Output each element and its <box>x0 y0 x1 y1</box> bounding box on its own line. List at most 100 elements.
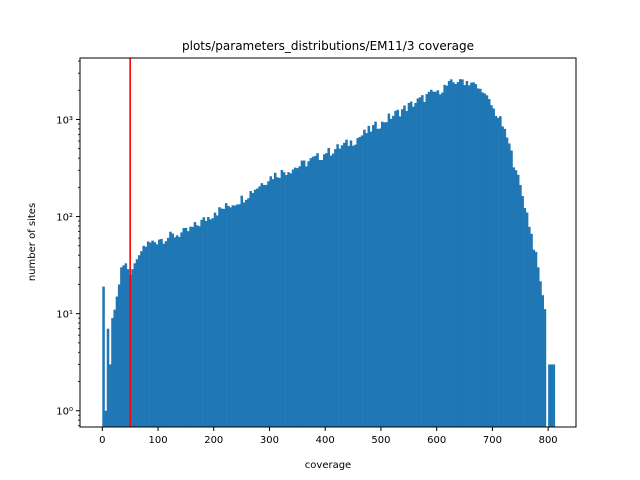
histogram-bars <box>102 79 556 428</box>
histogram-bar <box>358 137 362 428</box>
histogram-bar <box>336 144 339 428</box>
histogram-bar <box>153 242 157 427</box>
histogram-bar <box>461 79 464 427</box>
histogram-bar <box>427 91 431 427</box>
histogram-bar <box>200 219 203 427</box>
histogram-bar <box>296 168 299 428</box>
x-axis-label: coverage <box>305 460 351 471</box>
histogram-bar <box>298 166 301 428</box>
histogram-bar <box>316 153 319 428</box>
histogram-bar <box>539 281 542 427</box>
histogram-bar <box>514 170 518 427</box>
x-tick-label: 300 <box>260 435 279 446</box>
histogram-bar <box>434 91 437 428</box>
histogram-bar <box>171 233 174 427</box>
histogram-bar <box>133 263 137 427</box>
histogram-bar <box>367 125 371 427</box>
histogram-bar <box>403 105 406 427</box>
histogram-bar <box>528 226 531 427</box>
histogram-bar <box>184 227 188 427</box>
histogram-bar <box>436 90 440 428</box>
histogram-bar <box>278 177 281 427</box>
histogram-bar <box>222 208 226 427</box>
histogram-bar <box>160 238 163 427</box>
histogram-bar <box>271 179 275 427</box>
histogram-bar <box>238 204 241 427</box>
histogram-bar <box>521 196 524 427</box>
histogram-bar <box>204 220 208 427</box>
histogram-bar <box>505 137 509 427</box>
histogram-bar <box>240 195 244 427</box>
histogram-bar <box>456 82 460 427</box>
histogram-bar <box>236 204 239 427</box>
x-tick-label: 600 <box>427 435 446 446</box>
histogram-bar <box>470 82 473 427</box>
histogram-bar <box>273 172 277 427</box>
histogram-bar <box>178 236 181 427</box>
histogram-bar <box>429 89 433 427</box>
histogram-bar <box>487 99 491 427</box>
plot-frame <box>79 57 577 428</box>
x-tick-label: 800 <box>539 435 558 446</box>
histogram-bar <box>474 84 478 427</box>
histogram-bar <box>454 84 458 427</box>
y-axis: 10⁰ 10¹ 10² 10³ <box>56 60 80 427</box>
histogram-bar <box>180 232 183 427</box>
histogram-bar <box>351 145 355 427</box>
histogram-bar <box>385 122 388 427</box>
y-tick-label: 10⁰ <box>56 407 73 418</box>
histogram-bar <box>365 133 368 427</box>
histogram-bar <box>251 192 255 427</box>
histogram-bar <box>329 155 333 427</box>
histogram-bar <box>113 309 116 427</box>
histogram-bar <box>347 145 351 427</box>
histogram-bar <box>102 286 105 427</box>
histogram-bar <box>325 153 328 427</box>
histogram-bar <box>276 177 279 427</box>
x-tick-label: 400 <box>316 435 335 446</box>
histogram-bar <box>421 95 424 428</box>
histogram-bar <box>372 125 375 427</box>
histogram-bar <box>247 198 250 427</box>
histogram-bar <box>378 128 382 427</box>
histogram-bar <box>198 226 201 427</box>
histogram-bar <box>398 116 402 428</box>
histogram-bar <box>320 160 324 427</box>
histogram-bar <box>340 145 344 427</box>
histogram-bar <box>394 110 397 427</box>
x-tick-label: 200 <box>204 435 223 446</box>
histogram-bar <box>465 81 469 427</box>
histogram-bar <box>418 97 422 427</box>
histogram-bar <box>541 295 544 427</box>
y-tick-label: 10² <box>56 213 73 224</box>
histogram-bar <box>425 94 429 427</box>
histogram-bar <box>144 246 148 427</box>
histogram-bar <box>231 205 235 427</box>
histogram-bar <box>416 98 420 427</box>
histogram-bar <box>302 160 306 428</box>
histogram-bar <box>142 245 145 427</box>
histogram-bar <box>309 158 313 427</box>
histogram-bar <box>345 139 348 427</box>
histogram-bar <box>126 269 130 427</box>
histogram-bar <box>501 126 504 428</box>
histogram-bar <box>111 318 114 427</box>
histogram-bar <box>158 239 161 427</box>
histogram-bar <box>374 121 377 427</box>
histogram-bar <box>193 222 197 427</box>
histogram-bar <box>166 237 170 427</box>
histogram-bar <box>220 208 223 427</box>
histogram-bar <box>131 269 134 427</box>
histogram-bar <box>267 181 270 427</box>
histogram-bar <box>392 115 395 428</box>
histogram-bar <box>260 183 264 427</box>
histogram-bar <box>401 109 404 427</box>
histogram-bar <box>120 267 123 427</box>
histogram-bar <box>443 84 446 427</box>
histogram-bar <box>164 241 168 427</box>
histogram-bar <box>169 231 172 427</box>
histogram-bar <box>311 156 315 427</box>
histogram-bar <box>224 203 228 427</box>
histogram-bar <box>207 216 210 427</box>
histogram-bar <box>151 240 154 427</box>
